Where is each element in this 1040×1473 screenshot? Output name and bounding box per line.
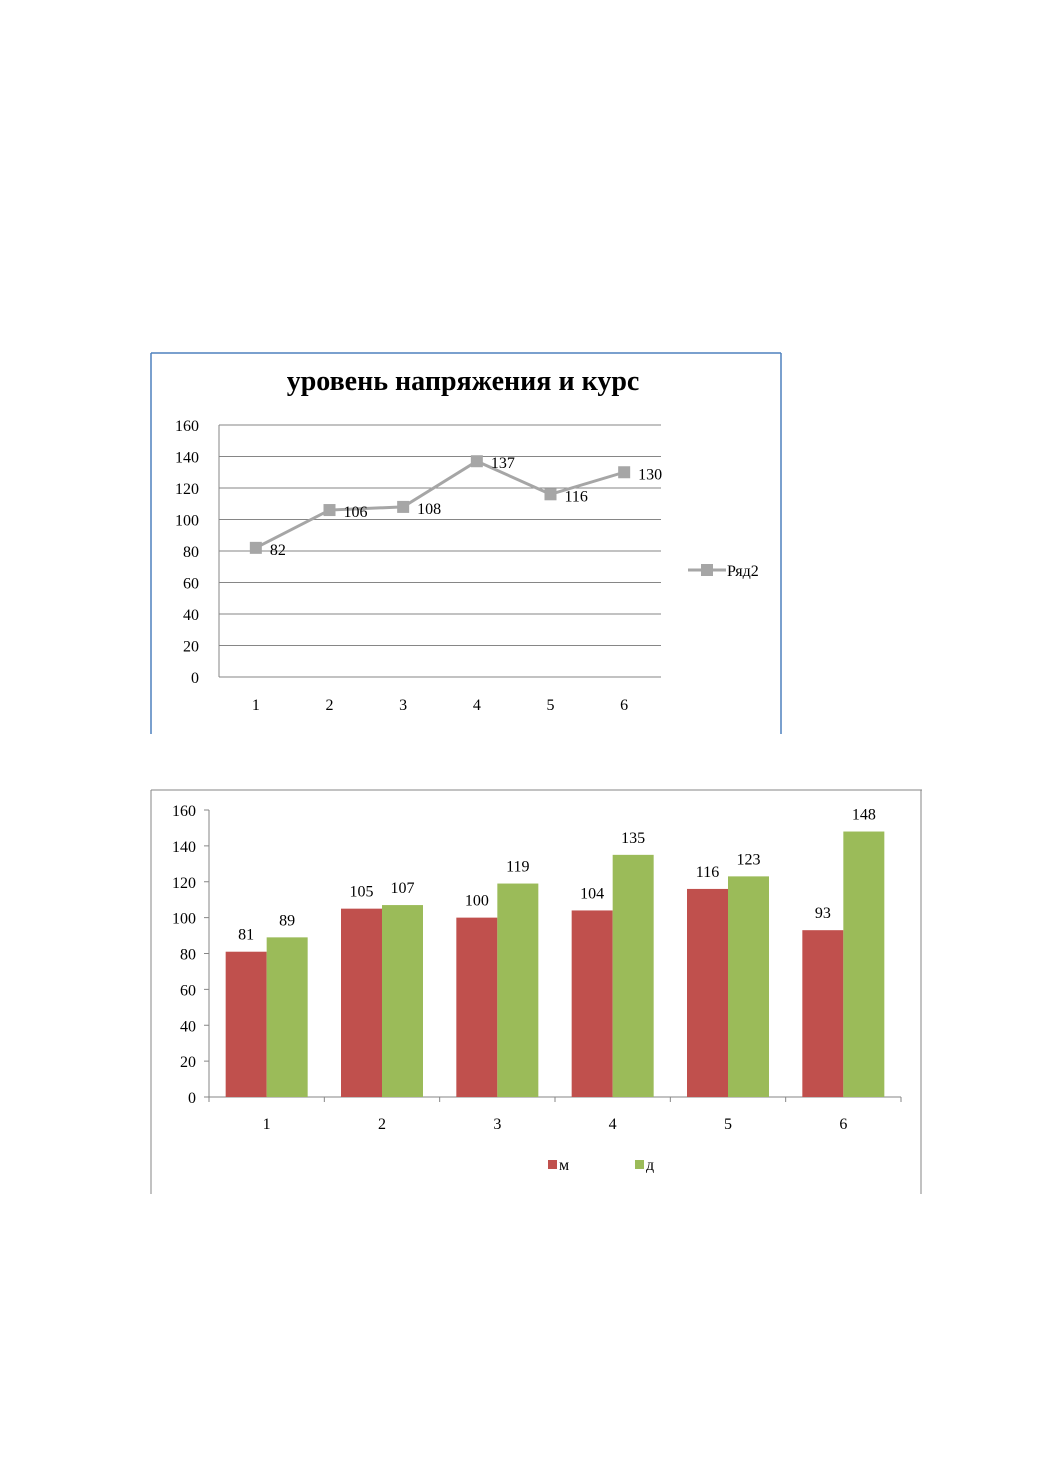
y-tick-label: 160	[172, 803, 196, 820]
data-label: 89	[279, 912, 295, 929]
x-tick-label: 6	[620, 697, 628, 714]
bar-м	[341, 908, 382, 1097]
y-tick-label: 40	[183, 607, 199, 624]
bar-м	[456, 917, 498, 1097]
bar-д	[612, 854, 654, 1097]
legend-marker	[701, 564, 713, 576]
bar-м	[225, 951, 267, 1097]
data-label: 104	[580, 885, 604, 902]
legend-label: Ряд2	[727, 563, 759, 580]
data-label: 93	[815, 905, 831, 922]
y-tick-label: 140	[172, 839, 196, 856]
data-point-marker	[618, 466, 631, 479]
data-point-marker	[544, 488, 557, 501]
y-tick-label: 20	[180, 1054, 196, 1071]
x-tick-label: 5	[547, 697, 555, 714]
line-chart: уровень напряжения и курс 0 20 40 60 80 100 12…	[150, 352, 782, 734]
data-label: 116	[696, 864, 719, 881]
bar-д	[843, 831, 885, 1097]
legend-label: м	[559, 1157, 569, 1174]
y-tick-label: 120	[175, 481, 199, 498]
y-tick-label: 60	[180, 982, 196, 999]
bar-д	[728, 876, 769, 1097]
data-point-marker	[397, 500, 410, 513]
y-tick-label: 160	[175, 418, 199, 435]
legend-swatch	[635, 1160, 644, 1169]
data-label: 135	[621, 830, 645, 847]
data-label: 137	[491, 455, 515, 472]
data-label: 130	[638, 466, 662, 483]
series-line	[255, 459, 625, 550]
x-tick-label: 2	[326, 697, 334, 714]
bar-д	[497, 883, 539, 1097]
y-tick-label: 80	[180, 947, 196, 964]
x-tick-label: 3	[399, 697, 407, 714]
y-tick-label: 100	[172, 911, 196, 928]
bar-м	[802, 930, 844, 1097]
x-tick-label: 3	[493, 1116, 501, 1133]
data-label: 81	[238, 927, 254, 944]
bar-м	[571, 910, 613, 1097]
bar-д	[266, 937, 308, 1097]
x-tick-label: 1	[252, 697, 260, 714]
y-tick-label: 140	[175, 450, 199, 467]
data-label: 82	[270, 542, 286, 559]
x-tick-label: 2	[378, 1116, 386, 1133]
data-point-marker	[323, 504, 336, 517]
legend-swatch	[548, 1160, 557, 1169]
y-tick-label: 40	[180, 1018, 196, 1035]
y-tick-label: 100	[175, 513, 199, 530]
data-label: 108	[417, 501, 441, 518]
x-tick-label: 6	[839, 1116, 847, 1133]
data-label: 116	[565, 488, 588, 505]
y-tick-label: 0	[191, 670, 199, 687]
data-label: 119	[506, 859, 529, 876]
x-tick-label: 4	[473, 697, 481, 714]
y-tick-label: 20	[183, 639, 199, 656]
data-label: 148	[852, 807, 876, 824]
y-tick-label: 120	[172, 875, 196, 892]
data-label: 123	[737, 851, 761, 868]
x-tick-label: 1	[263, 1116, 271, 1133]
y-tick-label: 80	[183, 544, 199, 561]
data-point-marker	[249, 541, 262, 554]
data-label: 107	[391, 880, 415, 897]
data-label: 105	[350, 884, 374, 901]
y-tick-label: 0	[188, 1090, 196, 1107]
bar-д	[382, 905, 423, 1097]
legend-label: д	[646, 1157, 654, 1174]
data-label: 106	[344, 504, 368, 521]
x-tick-label: 5	[724, 1116, 732, 1133]
x-tick-label: 4	[609, 1116, 617, 1133]
chart-title: уровень напряжения и курс	[287, 366, 640, 397]
data-point-marker	[470, 455, 483, 468]
line-chart-svg: уровень напряжения и курс 02040608010012…	[150, 352, 782, 734]
y-tick-label: 60	[183, 576, 199, 593]
bar-м	[687, 888, 728, 1097]
data-label: 100	[465, 893, 489, 910]
